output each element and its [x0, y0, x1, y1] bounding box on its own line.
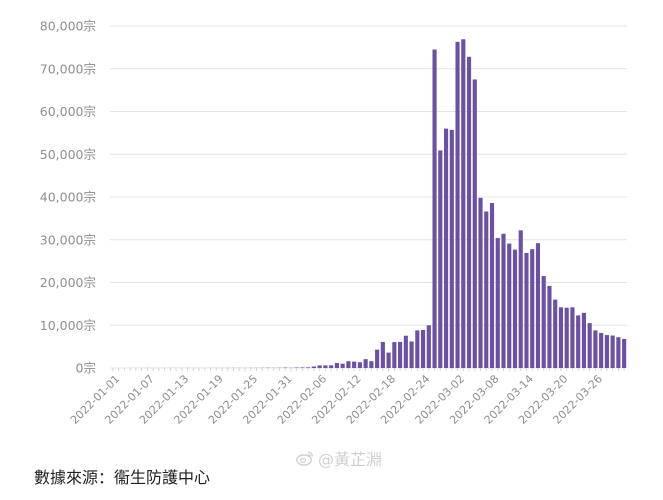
bar	[530, 249, 535, 368]
bar	[576, 315, 581, 368]
y-tick-label: 80,000宗	[40, 19, 96, 34]
y-tick-label: 40,000宗	[40, 190, 96, 205]
watermark: @黃芷淵	[296, 446, 382, 470]
bar	[604, 335, 609, 368]
bar	[449, 129, 454, 368]
bar	[398, 341, 403, 368]
bar	[564, 307, 569, 368]
bar	[392, 342, 397, 368]
bar	[386, 352, 391, 368]
y-tick-label: 30,000宗	[40, 232, 96, 247]
bar	[484, 211, 489, 368]
bar	[323, 365, 328, 368]
bar	[495, 238, 500, 368]
bar	[507, 243, 512, 368]
bar	[501, 233, 506, 368]
bar	[294, 367, 299, 368]
weibo-icon	[296, 450, 314, 466]
bar	[524, 253, 529, 368]
bar	[622, 338, 627, 368]
bar	[478, 197, 483, 368]
bar	[329, 365, 334, 368]
bar	[403, 335, 408, 368]
bar	[599, 332, 604, 368]
bar	[375, 349, 380, 368]
gridlines	[110, 25, 627, 369]
bar	[334, 363, 339, 368]
x-axis-ticks: 2022-01-012022-01-072022-01-132022-01-19…	[68, 368, 625, 427]
bar	[363, 359, 368, 368]
bar	[616, 337, 621, 368]
bar	[558, 307, 564, 368]
bar	[443, 128, 449, 368]
bar	[380, 341, 385, 368]
bar	[461, 39, 466, 368]
bar	[426, 325, 431, 368]
bar	[518, 230, 523, 368]
bars	[122, 39, 627, 368]
y-tick-label: 0宗	[76, 361, 96, 376]
data-source-note: 數據來源：衞生防護中心	[34, 468, 211, 487]
bar	[593, 330, 598, 368]
bar	[369, 361, 374, 368]
bar	[455, 41, 460, 368]
bar	[300, 367, 305, 368]
bar	[610, 335, 615, 368]
bar	[581, 312, 586, 368]
bar	[409, 341, 414, 368]
bar	[466, 56, 472, 368]
bar	[541, 276, 546, 368]
bar	[306, 367, 311, 368]
y-tick-label: 60,000宗	[40, 104, 96, 119]
bar	[311, 366, 316, 368]
bar	[352, 361, 357, 368]
y-tick-label: 50,000宗	[40, 147, 96, 162]
bar	[535, 243, 541, 368]
bar	[340, 363, 345, 368]
bar	[570, 307, 575, 368]
bar	[438, 150, 443, 368]
y-axis-ticks: 0宗 10,000宗 20,000宗 30,000宗 40,000宗 50,000宗 60,…	[40, 19, 96, 376]
bar	[587, 323, 592, 368]
y-tick-label: 70,000宗	[40, 61, 96, 76]
bar	[432, 49, 437, 368]
y-tick-label: 20,000宗	[40, 275, 96, 290]
bar	[421, 329, 426, 368]
watermark-text: @黃芷淵	[318, 450, 383, 469]
bar	[553, 299, 558, 368]
bar	[415, 330, 420, 368]
bar	[317, 365, 322, 368]
bar	[489, 202, 495, 368]
bar	[512, 249, 518, 368]
bar	[547, 285, 552, 368]
bar	[472, 79, 477, 368]
bar-chart: 0宗 10,000宗 20,000宗 30,000宗 40,000宗 50,000宗 60,…	[40, 19, 627, 427]
bar	[357, 362, 362, 368]
y-tick-label: 10,000宗	[40, 318, 96, 333]
bar	[346, 361, 351, 368]
